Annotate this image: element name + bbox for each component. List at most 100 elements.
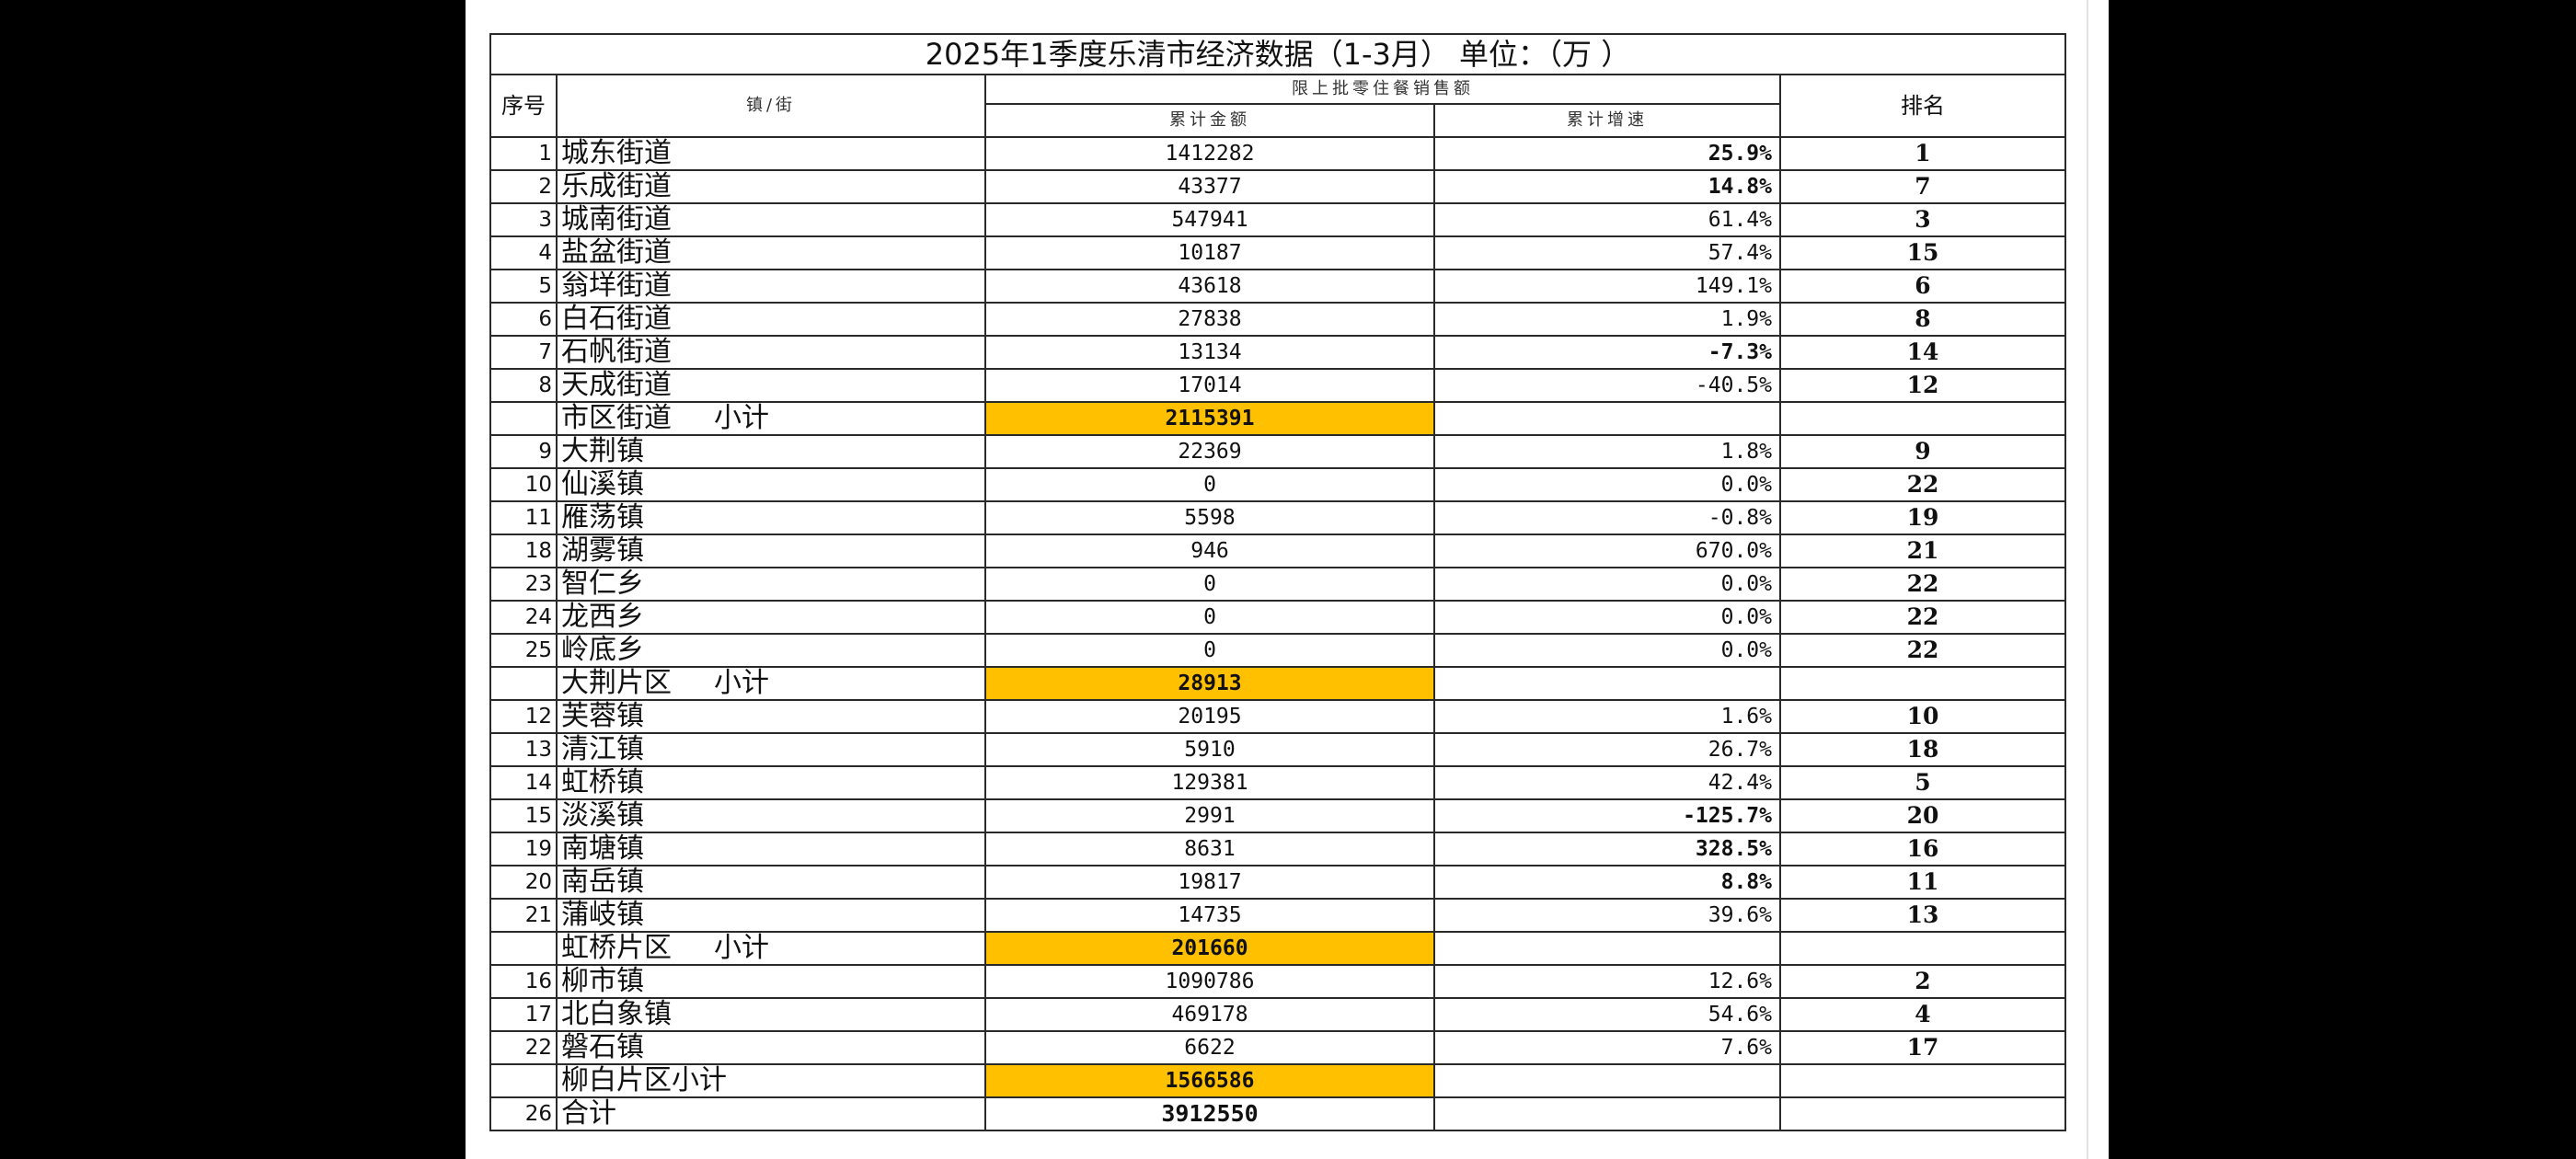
- subtotal-amount: 1566586: [984, 1063, 1435, 1098]
- table-row: 2 乐成街道 43377 14.8% 7: [489, 169, 2066, 204]
- row-number: 3: [489, 202, 558, 237]
- rank: 15: [1779, 235, 2066, 270]
- subtotal-row: 大荆片区 小计 28913: [489, 666, 2066, 701]
- cumulative-amount: 1090786: [984, 964, 1435, 999]
- cumulative-growth: 0.0%: [1433, 567, 1781, 602]
- table-row: 21 蒲岐镇 14735 39.6% 13: [489, 898, 2066, 933]
- cumulative-growth: -0.8%: [1433, 500, 1781, 535]
- row-number: 12: [489, 699, 558, 734]
- town-name: 淡溪镇: [556, 798, 986, 833]
- cumulative-amount: 129381: [984, 765, 1435, 800]
- rank: 13: [1779, 898, 2066, 933]
- rank: 20: [1779, 798, 2066, 833]
- cumulative-growth: 26.7%: [1433, 732, 1781, 767]
- town-name: 雁荡镇: [556, 500, 986, 535]
- town-name: 柳市镇: [556, 964, 986, 999]
- subtotal-row: 市区街道 小计 2115391: [489, 401, 2066, 436]
- rank: 9: [1779, 434, 2066, 469]
- cumulative-growth: -40.5%: [1433, 368, 1781, 403]
- empty-rank: [1779, 666, 2066, 701]
- cumulative-amount: 17014: [984, 368, 1435, 403]
- row-number: 17: [489, 997, 558, 1032]
- cumulative-growth: 0.0%: [1433, 600, 1781, 635]
- cumulative-amount: 1412282: [984, 136, 1435, 171]
- town-name: 岭底乡: [556, 633, 986, 668]
- cumulative-amount: 0: [984, 600, 1435, 635]
- rank: 4: [1779, 997, 2066, 1032]
- town-name: 湖雾镇: [556, 534, 986, 568]
- town-name: 仙溪镇: [556, 467, 986, 502]
- cumulative-growth: 7.6%: [1433, 1030, 1781, 1065]
- town-name: 南岳镇: [556, 865, 986, 900]
- cumulative-amount: 6622: [984, 1030, 1435, 1065]
- rank: 22: [1779, 467, 2066, 502]
- subtotal-word: 小计: [714, 667, 769, 699]
- empty-growth: [1433, 1096, 1781, 1131]
- rank: 12: [1779, 368, 2066, 403]
- cumulative-growth: 149.1%: [1433, 269, 1781, 304]
- rank: 22: [1779, 567, 2066, 602]
- row-number: 25: [489, 633, 558, 668]
- rank: 22: [1779, 633, 2066, 668]
- table-row: 5 翁垟街道 43618 149.1% 6: [489, 269, 2066, 304]
- subtotal-area-name: 柳白片区小计: [561, 1064, 727, 1096]
- row-number: 13: [489, 732, 558, 767]
- page-edge-divider: [2087, 0, 2088, 1159]
- rank: 16: [1779, 832, 2066, 866]
- rank: 3: [1779, 202, 2066, 237]
- cumulative-amount: 27838: [984, 302, 1435, 337]
- table-row: 19 南塘镇 8631 328.5% 16: [489, 832, 2066, 866]
- empty-rank: [1779, 1096, 2066, 1131]
- subtotal-row: 柳白片区小计 1566586: [489, 1063, 2066, 1098]
- table-row: 11 雁荡镇 5598 -0.8% 19: [489, 500, 2066, 535]
- town-name: 盐盆街道: [556, 235, 986, 270]
- town-name: 城东街道: [556, 136, 986, 171]
- cumulative-growth: 1.6%: [1433, 699, 1781, 734]
- rank: 14: [1779, 335, 2066, 370]
- table-row: 3 城南街道 547941 61.4% 3: [489, 202, 2066, 237]
- header-no: 序号: [489, 74, 558, 138]
- town-name: 石帆街道: [556, 335, 986, 370]
- table-row: 1 城东街道 1412282 25.9% 1: [489, 136, 2066, 171]
- cumulative-growth: 14.8%: [1433, 169, 1781, 204]
- table-title: 2025年1季度乐清市经济数据（1-3月） 单位：（万 ）: [489, 33, 2066, 75]
- town-name: 翁垟街道: [556, 269, 986, 304]
- table-row: 15 淡溪镇 2991 -125.7% 20: [489, 798, 2066, 833]
- town-name: 虹桥镇: [556, 765, 986, 800]
- town-name: 大荆镇: [556, 434, 986, 469]
- cumulative-amount: 19817: [984, 865, 1435, 900]
- economic-data-table: 2025年1季度乐清市经济数据（1-3月） 单位：（万 ） 序号 镇/街 限上批…: [489, 33, 2066, 1131]
- row-number: [489, 931, 558, 966]
- subtotal-word: 小计: [714, 402, 769, 434]
- empty-growth: [1433, 401, 1781, 436]
- row-number: 21: [489, 898, 558, 933]
- rank: 2: [1779, 964, 2066, 999]
- total-row: 26 合计 3912550: [489, 1096, 2066, 1131]
- cumulative-growth: 1.9%: [1433, 302, 1781, 337]
- cumulative-amount: 10187: [984, 235, 1435, 270]
- header-amount: 累计金额: [984, 103, 1435, 138]
- table-row: 25 岭底乡 0 0.0% 22: [489, 633, 2066, 668]
- rank: 6: [1779, 269, 2066, 304]
- row-number: 9: [489, 434, 558, 469]
- cumulative-amount: 22369: [984, 434, 1435, 469]
- cumulative-growth: 57.4%: [1433, 235, 1781, 270]
- row-number: 23: [489, 567, 558, 602]
- cumulative-growth: 25.9%: [1433, 136, 1781, 171]
- cumulative-amount: 469178: [984, 997, 1435, 1032]
- cumulative-amount: 14735: [984, 898, 1435, 933]
- cumulative-growth: -7.3%: [1433, 335, 1781, 370]
- cumulative-growth: 328.5%: [1433, 832, 1781, 866]
- rank: 17: [1779, 1030, 2066, 1065]
- row-number: [489, 401, 558, 436]
- cumulative-growth: 670.0%: [1433, 534, 1781, 568]
- row-number: [489, 1063, 558, 1098]
- town-name: 龙西乡: [556, 600, 986, 635]
- table-row: 17 北白象镇 469178 54.6% 4: [489, 997, 2066, 1032]
- rank: 21: [1779, 534, 2066, 568]
- cumulative-amount: 0: [984, 467, 1435, 502]
- subtotal-word: 小计: [714, 932, 769, 964]
- table-row: 12 芙蓉镇 20195 1.6% 10: [489, 699, 2066, 734]
- subtotal-amount: 2115391: [984, 401, 1435, 436]
- table-row: 6 白石街道 27838 1.9% 8: [489, 302, 2066, 337]
